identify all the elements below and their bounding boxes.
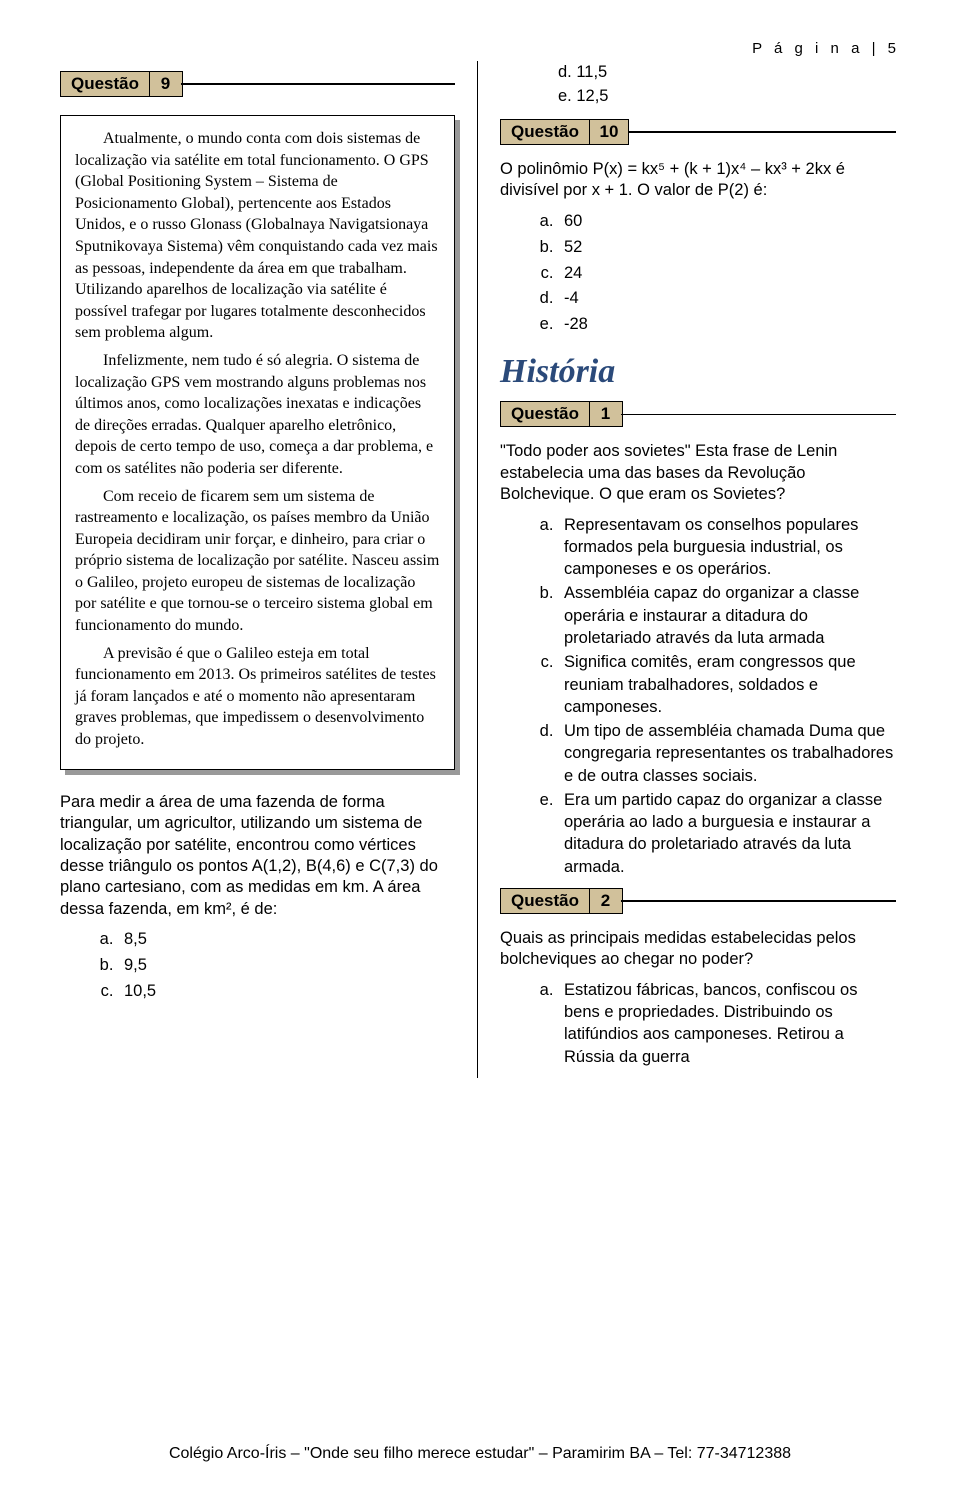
section-title-historia: História bbox=[500, 353, 896, 391]
q1-options: Representavam os conselhos populares for… bbox=[500, 514, 896, 878]
option: Significa comitês, eram congressos que r… bbox=[558, 651, 896, 718]
right-column: d. 11,5 e. 12,5 Questão 10 O polinômio P… bbox=[478, 61, 896, 1078]
q9-body: Para medir a área de uma fazenda de form… bbox=[60, 792, 455, 921]
option: Estatizou fábricas, bancos, confiscou os… bbox=[558, 979, 896, 1068]
option: 60 bbox=[558, 210, 896, 234]
q10-body: O polinômio P(x) = kx⁵ + (k + 1)x⁴ – kx³… bbox=[500, 159, 896, 202]
left-column: Questão 9 Atualmente, o mundo conta com … bbox=[60, 61, 478, 1078]
columns: Questão 9 Atualmente, o mundo conta com … bbox=[60, 61, 900, 1078]
option: 10,5 bbox=[118, 980, 455, 1004]
option: 24 bbox=[558, 262, 896, 286]
q10-options: 60 52 24 -4 -28 bbox=[500, 210, 896, 338]
question-rule bbox=[181, 83, 455, 85]
box-para: A previsão é que o Galileo esteja em tot… bbox=[75, 643, 440, 751]
question-2-header: Questão 2 bbox=[500, 888, 896, 914]
question-label: Questão bbox=[500, 888, 590, 914]
continued-options: d. 11,5 e. 12,5 bbox=[500, 61, 896, 109]
question-rule bbox=[628, 131, 896, 133]
question-9-header: Questão 9 bbox=[60, 71, 455, 97]
question-rule bbox=[621, 414, 896, 416]
box-para: Infelizmente, nem tudo é só alegria. O s… bbox=[75, 350, 440, 480]
question-number: 10 bbox=[589, 119, 630, 145]
q2-options: Estatizou fábricas, bancos, confiscou os… bbox=[500, 979, 896, 1068]
question-10-header: Questão 10 bbox=[500, 119, 896, 145]
q9-options: 8,5 9,5 10,5 bbox=[60, 928, 455, 1004]
option: Um tipo de assembléia chamada Duma que c… bbox=[558, 720, 896, 787]
option: Era um partido capaz do organizar a clas… bbox=[558, 789, 896, 878]
page-header: P á g i n a | 5 bbox=[60, 40, 900, 57]
question-rule bbox=[621, 900, 896, 902]
option: 8,5 bbox=[118, 928, 455, 952]
question-label: Questão bbox=[500, 401, 590, 427]
question-1-header: Questão 1 bbox=[500, 401, 896, 427]
option: Assembléia capaz do organizar a classe o… bbox=[558, 582, 896, 649]
question-label: Questão bbox=[60, 71, 150, 97]
option: -28 bbox=[558, 313, 896, 337]
option: Representavam os conselhos populares for… bbox=[558, 514, 896, 581]
q2-body: Quais as principais medidas estabelecida… bbox=[500, 928, 896, 971]
option-d: d. 11,5 bbox=[558, 61, 896, 85]
box-para: Atualmente, o mundo conta com dois siste… bbox=[75, 128, 440, 344]
option: 9,5 bbox=[118, 954, 455, 978]
option: 52 bbox=[558, 236, 896, 260]
reading-box: Atualmente, o mundo conta com dois siste… bbox=[60, 115, 455, 770]
page-footer: Colégio Arco-Íris – "Onde seu filho mere… bbox=[0, 1445, 960, 1463]
question-label: Questão bbox=[500, 119, 590, 145]
option: -4 bbox=[558, 287, 896, 311]
question-number: 2 bbox=[589, 888, 623, 914]
question-number: 1 bbox=[589, 401, 623, 427]
option-e: e. 12,5 bbox=[558, 85, 896, 109]
question-number: 9 bbox=[149, 71, 183, 97]
box-para: Com receio de ficarem sem um sistema de … bbox=[75, 486, 440, 637]
q1-body: "Todo poder aos sovietes" Esta frase de … bbox=[500, 441, 896, 505]
